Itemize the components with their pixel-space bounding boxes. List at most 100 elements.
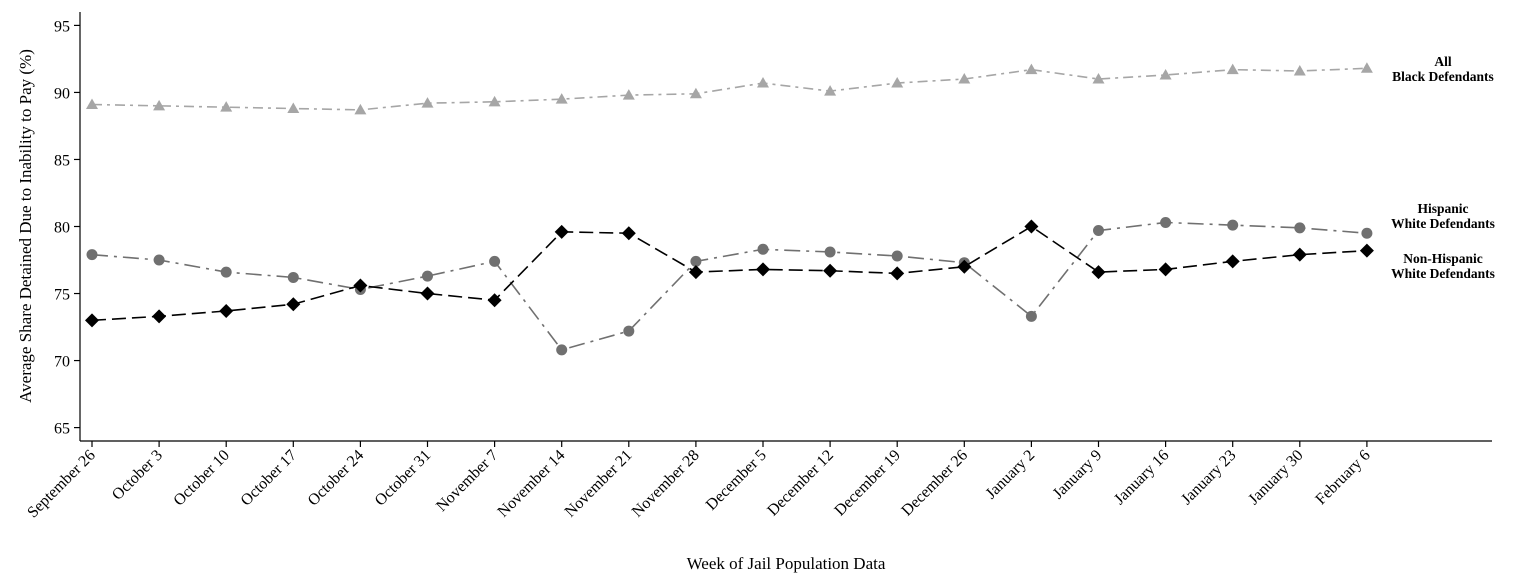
data-point	[153, 99, 166, 111]
series-2	[85, 219, 1374, 328]
x-tick-label: December 12	[764, 447, 837, 520]
data-point	[757, 77, 769, 88]
series-label: All	[1434, 54, 1452, 69]
x-tick-label: September 26	[24, 447, 99, 522]
x-tick-label: October 24	[305, 447, 368, 510]
data-point	[689, 87, 702, 99]
data-point	[286, 297, 301, 312]
x-tick-label: November 14	[495, 447, 569, 521]
data-point	[1292, 247, 1307, 262]
series-line	[91, 225, 1367, 322]
x-tick-label: January 30	[1245, 447, 1306, 508]
series-label: White Defendants	[1391, 216, 1495, 231]
data-point	[421, 97, 434, 108]
x-tick-label: November 7	[433, 447, 501, 515]
data-point	[85, 313, 99, 328]
data-point	[152, 309, 167, 324]
data-point	[957, 259, 972, 274]
data-point	[824, 85, 837, 96]
y-tick-label: 80	[54, 220, 70, 237]
data-point	[287, 102, 300, 114]
data-point	[1294, 222, 1306, 234]
data-point	[1024, 219, 1039, 234]
y-tick-label: 95	[54, 18, 70, 35]
y-tick-label: 90	[54, 85, 70, 102]
data-point	[1091, 265, 1106, 280]
x-tick-label: December 26	[898, 447, 971, 520]
y-tick-label: 65	[54, 421, 70, 438]
data-point	[354, 103, 367, 115]
data-point	[757, 243, 769, 255]
series-line	[91, 221, 1367, 351]
y-tick-label: 85	[54, 152, 70, 169]
data-point	[621, 226, 636, 241]
x-ticks: September 26 October 3 October 10 October 1…	[24, 441, 1374, 522]
x-tick-label: October 10	[170, 447, 233, 510]
y-ticks: 65 70 75 80 85 90 95	[54, 18, 80, 438]
x-tick-label: January 16	[1111, 447, 1172, 508]
data-point	[623, 325, 635, 337]
x-tick-label: February 6	[1312, 447, 1373, 508]
data-point	[1159, 69, 1172, 80]
y-axis-title: Average Share Detained Due to Inability …	[16, 49, 35, 403]
data-point	[1293, 64, 1306, 76]
data-point	[1227, 219, 1239, 231]
data-point	[1160, 216, 1172, 228]
series-label: Black Defendants	[1392, 69, 1494, 84]
x-tick-label: December 5	[703, 447, 770, 514]
data-point	[890, 266, 905, 281]
series-label: White Defendants	[1391, 266, 1495, 281]
data-point	[86, 249, 98, 261]
data-point	[287, 271, 299, 283]
data-point	[823, 263, 838, 278]
data-point	[824, 246, 836, 258]
data-point	[891, 77, 904, 88]
data-point	[422, 270, 433, 282]
data-point	[1359, 243, 1374, 258]
data-point	[1158, 262, 1173, 277]
x-tick-label: November 28	[629, 447, 703, 521]
series-1	[86, 216, 1373, 356]
data-point	[420, 286, 435, 301]
data-point	[1226, 63, 1239, 75]
x-tick-label: December 19	[831, 447, 904, 520]
data-point	[153, 254, 165, 266]
data-point	[489, 255, 501, 267]
x-tick-label: January 2	[983, 447, 1039, 503]
series-line	[91, 67, 1367, 111]
data-point	[487, 293, 502, 308]
data-point	[555, 93, 568, 104]
data-point	[556, 344, 568, 356]
x-tick-label: October 31	[372, 447, 435, 510]
y-tick-label: 75	[54, 287, 70, 304]
data-point	[1360, 62, 1373, 73]
data-point	[622, 89, 635, 100]
data-point	[220, 266, 232, 278]
data-point	[220, 101, 233, 112]
data-point	[756, 262, 770, 277]
data-point	[891, 250, 903, 262]
x-tick-label: October 17	[238, 447, 301, 510]
series-layer	[85, 62, 1374, 356]
x-tick-label: November 21	[562, 447, 636, 521]
x-tick-label: January 9	[1050, 447, 1106, 503]
x-tick-label: January 23	[1178, 447, 1239, 508]
data-point	[219, 303, 234, 318]
series-0	[86, 62, 1373, 115]
series-label: Non-Hispanic	[1403, 251, 1483, 266]
data-point	[1025, 63, 1038, 75]
data-point	[1025, 310, 1037, 322]
x-tick-label: October 3	[109, 447, 166, 504]
data-point	[1092, 73, 1105, 84]
y-tick-label: 70	[54, 354, 70, 371]
x-axis-title: Week of Jail Population Data	[687, 554, 886, 573]
data-point	[86, 98, 98, 110]
data-point	[488, 95, 501, 107]
data-point	[1093, 225, 1104, 237]
series-label: Hispanic	[1417, 201, 1468, 216]
data-point	[958, 73, 971, 84]
data-point	[690, 255, 702, 267]
